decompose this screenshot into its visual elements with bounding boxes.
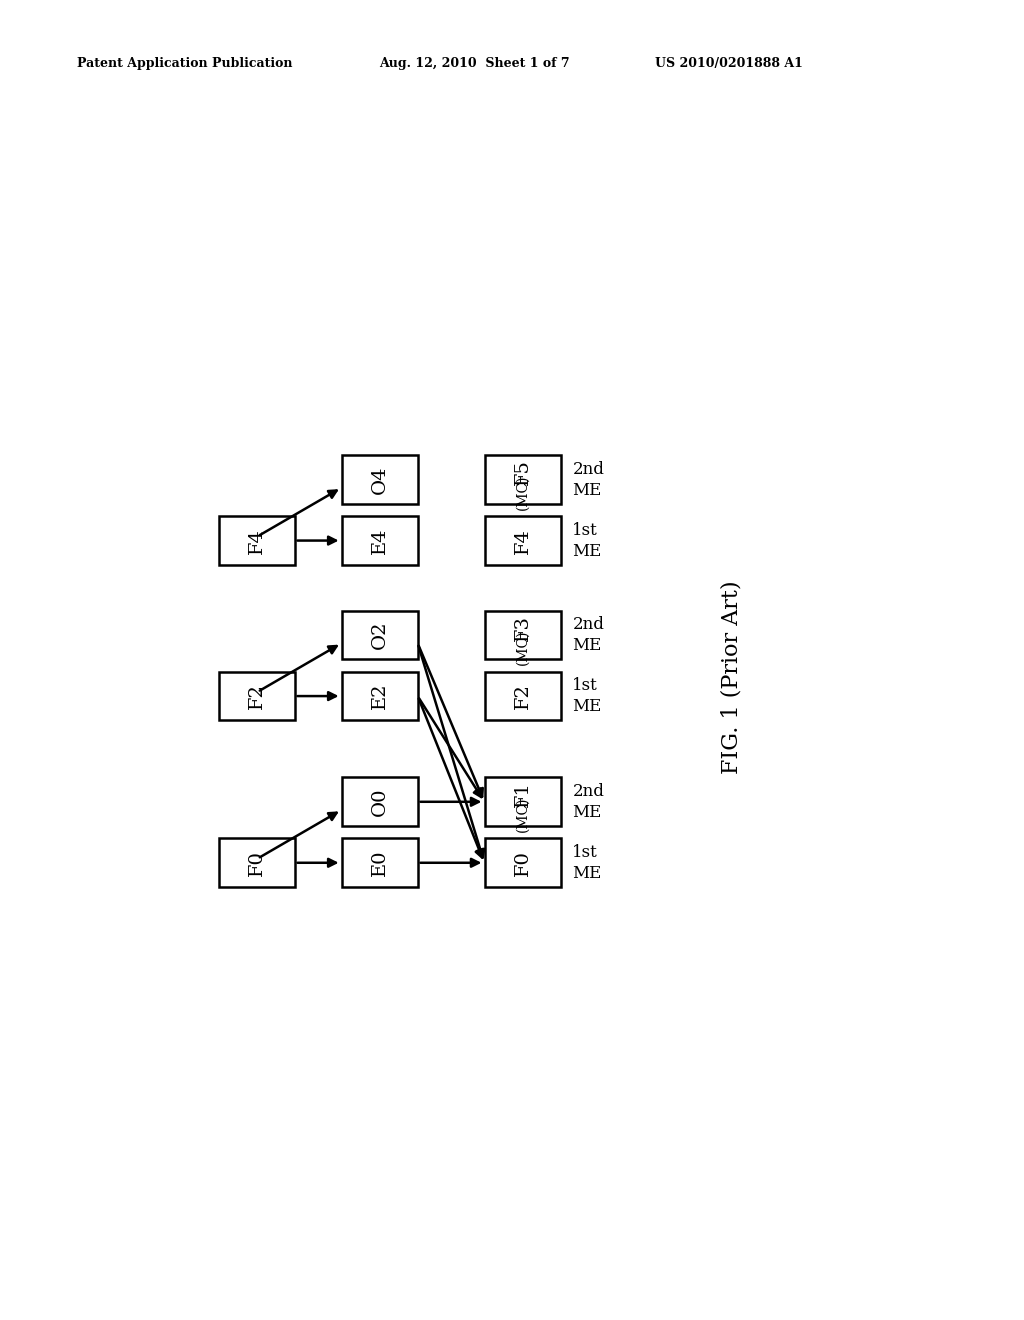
Text: F3: F3 bbox=[514, 615, 531, 640]
Bar bbox=[485, 672, 560, 721]
Text: 2nd
ME: 2nd ME bbox=[572, 461, 604, 499]
Bar bbox=[219, 516, 295, 565]
Bar bbox=[342, 838, 418, 887]
Text: F0: F0 bbox=[248, 850, 266, 875]
Text: F0: F0 bbox=[514, 850, 531, 875]
Text: F2: F2 bbox=[514, 684, 531, 709]
Bar bbox=[485, 516, 560, 565]
Text: 2nd
ME: 2nd ME bbox=[572, 616, 604, 653]
Bar bbox=[342, 672, 418, 721]
Text: Aug. 12, 2010  Sheet 1 of 7: Aug. 12, 2010 Sheet 1 of 7 bbox=[379, 57, 569, 70]
Text: F1: F1 bbox=[514, 781, 531, 808]
Text: FIG. 1 (Prior Art): FIG. 1 (Prior Art) bbox=[720, 579, 742, 774]
Bar bbox=[485, 777, 560, 826]
Text: 1st
ME: 1st ME bbox=[572, 677, 602, 715]
Bar bbox=[342, 455, 418, 504]
Bar bbox=[342, 611, 418, 660]
Text: 1st
ME: 1st ME bbox=[572, 521, 602, 560]
Bar bbox=[485, 838, 560, 887]
Bar bbox=[485, 455, 560, 504]
Text: O4: O4 bbox=[371, 466, 389, 494]
Text: 2nd
ME: 2nd ME bbox=[572, 783, 604, 821]
Text: F4: F4 bbox=[248, 528, 266, 553]
Text: E0: E0 bbox=[371, 850, 389, 876]
Text: E2: E2 bbox=[371, 682, 389, 709]
Text: US 2010/0201888 A1: US 2010/0201888 A1 bbox=[655, 57, 803, 70]
Text: (MC): (MC) bbox=[516, 474, 529, 510]
Bar bbox=[219, 672, 295, 721]
Text: Patent Application Publication: Patent Application Publication bbox=[77, 57, 292, 70]
Bar bbox=[485, 611, 560, 660]
Text: F2: F2 bbox=[248, 684, 266, 709]
Bar bbox=[342, 516, 418, 565]
Bar bbox=[342, 777, 418, 826]
Text: 1st
ME: 1st ME bbox=[572, 843, 602, 882]
Text: O0: O0 bbox=[371, 788, 389, 816]
Bar bbox=[219, 838, 295, 887]
Text: O2: O2 bbox=[371, 620, 389, 649]
Text: F4: F4 bbox=[514, 528, 531, 553]
Text: E4: E4 bbox=[371, 527, 389, 554]
Text: F5: F5 bbox=[514, 459, 531, 486]
Text: (MC): (MC) bbox=[516, 796, 529, 832]
Text: (MC): (MC) bbox=[516, 630, 529, 665]
